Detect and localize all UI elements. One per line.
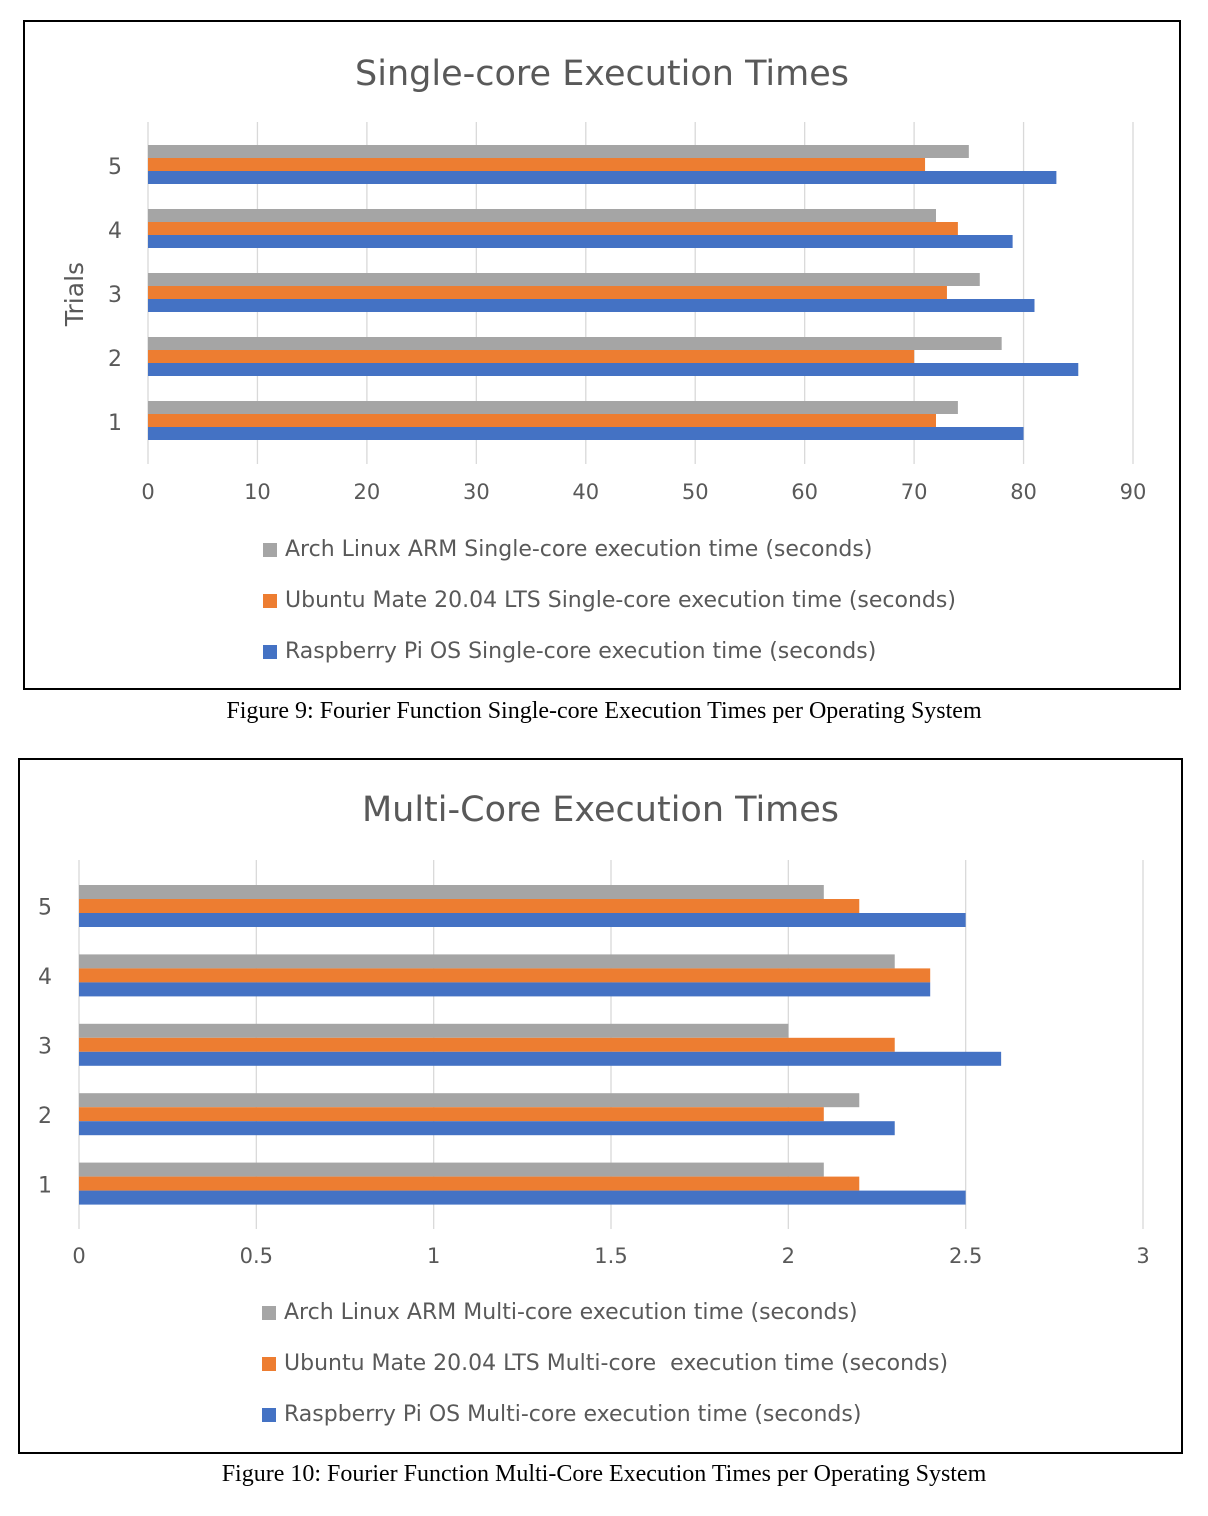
legend-label: Arch Linux ARM Single-core execution tim…	[285, 537, 873, 562]
legend-label: Arch Linux ARM Multi-core execution time…	[284, 1300, 858, 1325]
legend-item: Raspberry Pi OS Multi-core execution tim…	[262, 1389, 948, 1440]
y-category-label: 3	[38, 1035, 52, 1060]
bar	[79, 1093, 860, 1108]
legend-label: Ubuntu Mate 20.04 LTS Multi-core executi…	[284, 1351, 949, 1376]
bar-chart-plot: 0 0.5 1 1.5 2 2.5 3 1 2 3 4 5	[38, 860, 1150, 1268]
x-tick-label: 0	[72, 1244, 85, 1268]
bar	[79, 1176, 860, 1191]
bar	[148, 158, 926, 171]
bar	[148, 273, 980, 286]
x-tick-label: 80	[1010, 480, 1037, 504]
y-category-label: 5	[108, 155, 122, 180]
bar	[148, 401, 958, 414]
chart-title: Single-core Execution Times	[355, 54, 849, 94]
y-category-label: 4	[38, 965, 52, 990]
y-category-label: 1	[108, 411, 122, 436]
bar	[79, 1023, 789, 1038]
x-tick-label: 10	[244, 480, 271, 504]
legend-item: Raspberry Pi OS Single-core execution ti…	[263, 626, 956, 677]
legend-swatch-arch	[263, 542, 277, 557]
bar	[79, 1051, 1002, 1066]
bar	[148, 145, 969, 158]
x-tick-label: 0.5	[240, 1244, 273, 1268]
bar	[79, 954, 895, 969]
legend-item: Arch Linux ARM Multi-core execution time…	[262, 1287, 948, 1338]
bar	[79, 1162, 824, 1177]
x-tick-label: 70	[901, 480, 928, 504]
bar	[148, 209, 936, 222]
figure-9-chart-frame: Single-core Execution Times 0 10 20 30 40 50 6…	[23, 20, 1181, 690]
legend-label: Raspberry Pi OS Multi-core execution tim…	[284, 1402, 862, 1427]
bar	[148, 337, 1002, 350]
y-axis-label: Trials	[60, 262, 89, 327]
y-category-label: 5	[38, 896, 52, 921]
bar	[79, 968, 931, 983]
x-tick-label: 30	[463, 480, 490, 504]
bar	[79, 885, 824, 899]
bar	[148, 427, 1024, 440]
x-tick-label: 1	[427, 1244, 440, 1268]
legend-swatch-ubuntu	[263, 593, 277, 608]
y-category-label: 2	[108, 347, 122, 372]
x-tick-label: 90	[1120, 480, 1147, 504]
chart-legend: Arch Linux ARM Multi-core execution time…	[262, 1287, 948, 1440]
legend-item: Ubuntu Mate 20.04 LTS Multi-core executi…	[262, 1338, 948, 1389]
x-tick-label: 2.5	[949, 1244, 982, 1268]
legend-swatch-ubuntu	[262, 1356, 276, 1371]
bar	[148, 299, 1035, 312]
bar	[79, 1037, 895, 1052]
bar	[148, 286, 947, 299]
legend-item: Ubuntu Mate 20.04 LTS Single-core execut…	[263, 575, 956, 626]
bar	[148, 171, 1057, 184]
legend-label: Raspberry Pi OS Single-core execution ti…	[285, 639, 877, 664]
bar	[79, 899, 860, 913]
bar	[148, 414, 936, 427]
y-category-label: 3	[108, 283, 122, 308]
bar	[148, 363, 1079, 376]
bar-chart-plot: 0 10 20 30 40 50 60 70 80 90 1 2 3 4 5 Trials	[60, 122, 1147, 504]
x-tick-label: 60	[791, 480, 818, 504]
legend-item: Arch Linux ARM Single-core execution tim…	[263, 524, 956, 575]
y-category-label: 4	[108, 219, 122, 244]
bar	[148, 222, 958, 235]
legend-swatch-raspberry	[262, 1407, 276, 1422]
bar	[148, 235, 1013, 248]
bar	[79, 1190, 966, 1205]
legend-swatch-arch	[262, 1305, 276, 1320]
x-tick-label: 0	[141, 480, 154, 504]
bar	[148, 350, 915, 363]
legend-swatch-raspberry	[263, 644, 277, 659]
x-tick-label: 2	[782, 1244, 795, 1268]
figure-caption: Figure 10: Fourier Function Multi-Core E…	[221, 1461, 987, 1487]
chart-title: Multi-Core Execution Times	[361, 790, 840, 830]
x-tick-label: 20	[354, 480, 381, 504]
bar	[79, 1121, 895, 1136]
x-tick-label: 3	[1136, 1244, 1149, 1268]
x-tick-label: 40	[572, 480, 599, 504]
bar	[79, 982, 931, 997]
legend-label: Ubuntu Mate 20.04 LTS Single-core execut…	[285, 588, 956, 613]
x-tick-label: 1.5	[594, 1244, 627, 1268]
figure-10-chart-frame: Multi-Core Execution Times 0 0.5 1 1.5 2 2.5 3…	[18, 758, 1183, 1454]
y-category-label: 1	[38, 1173, 52, 1198]
figure-caption: Figure 9: Fourier Function Single-core E…	[226, 698, 982, 724]
y-category-label: 2	[38, 1104, 52, 1129]
bar	[79, 1107, 824, 1122]
bar	[79, 913, 966, 927]
x-tick-label: 50	[682, 480, 709, 504]
chart-legend: Arch Linux ARM Single-core execution tim…	[263, 524, 956, 677]
